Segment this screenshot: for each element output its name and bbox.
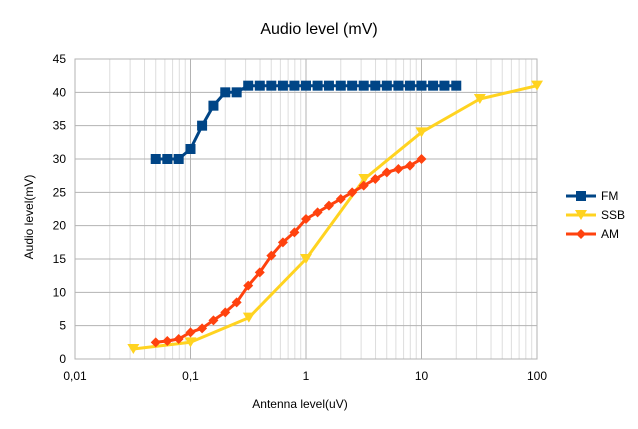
- y-tick-label: 20: [53, 219, 67, 233]
- data-point-fm: [150, 154, 161, 164]
- legend-label-ssb: SSB: [601, 208, 625, 222]
- data-point-am: [416, 154, 427, 164]
- data-point-am: [173, 334, 184, 344]
- data-point-fm: [416, 80, 427, 91]
- data-point-fm: [289, 80, 300, 91]
- y-tick-label: 40: [53, 85, 67, 99]
- data-point-ssb: [184, 337, 197, 348]
- data-point-am: [254, 267, 265, 278]
- legend-item-ssb: SSB: [566, 208, 625, 222]
- x-tick-labels: 0,01 0,1 1 10 100: [63, 369, 547, 383]
- y-tick-label: 25: [53, 185, 67, 199]
- minor-gridlines: [109, 59, 533, 359]
- chart-title: Audio level (mV): [260, 21, 377, 38]
- x-axis-label: Antenna level(uV): [252, 397, 347, 411]
- data-point-fm: [358, 80, 369, 91]
- data-point-fm: [451, 80, 462, 91]
- data-point-fm: [439, 80, 450, 91]
- x-tick-label: 0,01: [63, 369, 87, 383]
- legend-marker-am: [576, 229, 586, 239]
- data-point-fm: [208, 100, 219, 111]
- x-tick-label: 100: [527, 369, 547, 383]
- data-point-am: [335, 194, 346, 204]
- legend-item-am: AM: [566, 227, 619, 241]
- y-tick-label: 15: [53, 252, 67, 266]
- plot-area: [74, 58, 538, 360]
- legend-marker-fm: [576, 191, 586, 201]
- data-point-am: [323, 200, 334, 211]
- data-point-fm: [162, 154, 173, 164]
- data-point-ssb: [415, 127, 428, 138]
- data-point-fm: [277, 80, 288, 91]
- data-point-am: [197, 323, 208, 334]
- series-am: [150, 154, 427, 348]
- data-point-am: [301, 214, 311, 224]
- data-point-ssb: [242, 312, 255, 323]
- data-point-am: [162, 336, 173, 346]
- data-point-fm: [404, 80, 415, 91]
- data-point-am: [150, 337, 161, 348]
- data-point-ssb: [531, 80, 543, 91]
- data-point-fm: [185, 144, 196, 154]
- series-fm: [150, 80, 462, 164]
- data-point-am: [370, 174, 381, 184]
- y-tick-label: 0: [59, 352, 66, 366]
- data-point-am: [289, 227, 300, 238]
- data-point-fm: [266, 80, 277, 91]
- series-ssb: [127, 80, 543, 354]
- legend-marker-ssb: [575, 210, 587, 220]
- data-point-ssb: [127, 344, 140, 354]
- x-tick-label: 1: [303, 369, 310, 383]
- data-point-fm: [381, 80, 392, 91]
- x-tick-label: 0,1: [182, 369, 199, 383]
- data-point-fm: [393, 80, 404, 91]
- legend-item-fm: FM: [566, 189, 618, 203]
- data-point-am: [312, 207, 323, 218]
- data-point-am: [231, 297, 242, 308]
- y-tick-label: 30: [53, 152, 67, 166]
- series-layer: [127, 80, 543, 354]
- data-point-ssb: [473, 94, 486, 104]
- data-point-fm: [312, 80, 323, 91]
- data-point-am: [208, 315, 219, 326]
- data-point-fm: [231, 87, 242, 98]
- data-point-am: [266, 250, 277, 261]
- data-point-am: [185, 327, 196, 338]
- legend-label-am: AM: [601, 227, 619, 241]
- data-point-fm: [254, 80, 265, 91]
- data-point-fm: [323, 80, 334, 91]
- y-tick-label: 35: [53, 119, 67, 133]
- y-tick-labels: 0 5 10 15 20 25 30 35 40 45: [53, 52, 67, 366]
- data-point-fm: [197, 120, 208, 131]
- data-point-am: [393, 164, 404, 174]
- y-tick-label: 10: [53, 285, 67, 299]
- data-point-am: [358, 180, 369, 191]
- legend: FM SSB AM: [566, 189, 625, 241]
- x-tick-label: 10: [415, 369, 429, 383]
- data-point-am: [404, 160, 415, 171]
- data-point-am: [277, 237, 288, 248]
- data-point-am: [347, 187, 358, 198]
- data-point-am: [220, 307, 231, 318]
- y-tick-label: 45: [53, 52, 67, 66]
- data-point-ssb: [358, 174, 371, 184]
- data-point-fm: [428, 80, 439, 91]
- y-tick-label: 5: [59, 319, 66, 333]
- data-point-am: [243, 280, 254, 291]
- data-point-fm: [301, 80, 311, 91]
- legend-label-fm: FM: [601, 189, 618, 203]
- y-axis-label: Audio level(mV): [22, 175, 36, 260]
- data-point-am: [381, 167, 392, 178]
- series-line-ssb: [133, 84, 538, 351]
- data-point-fm: [335, 80, 346, 91]
- data-point-fm: [220, 87, 231, 98]
- data-point-fm: [370, 80, 381, 91]
- data-point-fm: [347, 80, 358, 91]
- data-point-fm: [243, 80, 254, 91]
- data-point-ssb: [300, 254, 312, 264]
- data-point-fm: [173, 154, 184, 164]
